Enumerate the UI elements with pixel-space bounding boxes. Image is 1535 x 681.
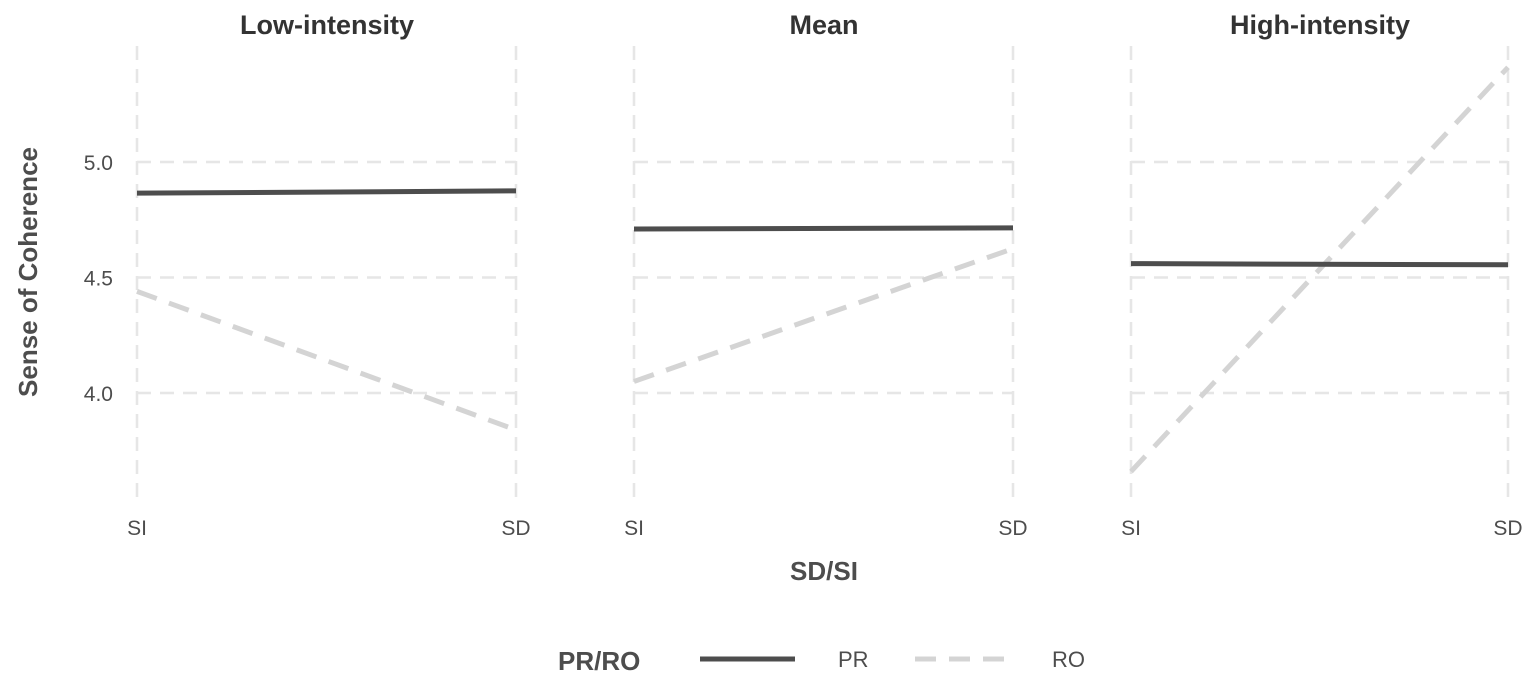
y-tick-label: 5.0 — [84, 152, 113, 175]
series-line-pr — [136, 188, 517, 196]
legend-label-pr: PR — [838, 647, 869, 672]
y-tick-label: 4.5 — [84, 268, 113, 291]
series-line-pr — [633, 225, 1014, 232]
x-tick-label: SD — [1493, 517, 1522, 540]
legend-title: PR/RO — [558, 646, 640, 676]
x-axis-title: SD/SI — [790, 556, 858, 586]
facet-panel-3: High-intensity SI SD — [1121, 10, 1523, 540]
series-line-ro — [1129, 65, 1510, 474]
legend: PR/RO PR RO — [558, 646, 1085, 676]
x-tick-label: SI — [624, 517, 644, 540]
y-axis-title: Sense of Coherence — [13, 147, 43, 397]
facet-title: Low-intensity — [240, 10, 414, 40]
x-tick-label: SI — [1121, 517, 1141, 540]
y-axis: 4.0 4.5 5.0 — [84, 152, 113, 406]
legend-label-ro: RO — [1052, 647, 1085, 672]
facet-title: High-intensity — [1230, 10, 1410, 40]
series-line-pr — [1130, 261, 1509, 268]
series-line-ro — [633, 246, 1014, 384]
facet-panels: Low-intensity SI SD Mean SI SD High-intensity S… — [127, 10, 1523, 540]
x-tick-label: SI — [127, 517, 147, 540]
y-tick-label: 4.0 — [84, 383, 113, 406]
facet-panel-2: Mean SI SD — [624, 10, 1028, 540]
x-tick-label: SD — [998, 517, 1027, 540]
facet-panel-1: Low-intensity SI SD — [127, 10, 531, 540]
x-tick-label: SD — [501, 517, 530, 540]
facet-title: Mean — [789, 10, 858, 40]
series-line-ro — [136, 289, 517, 433]
